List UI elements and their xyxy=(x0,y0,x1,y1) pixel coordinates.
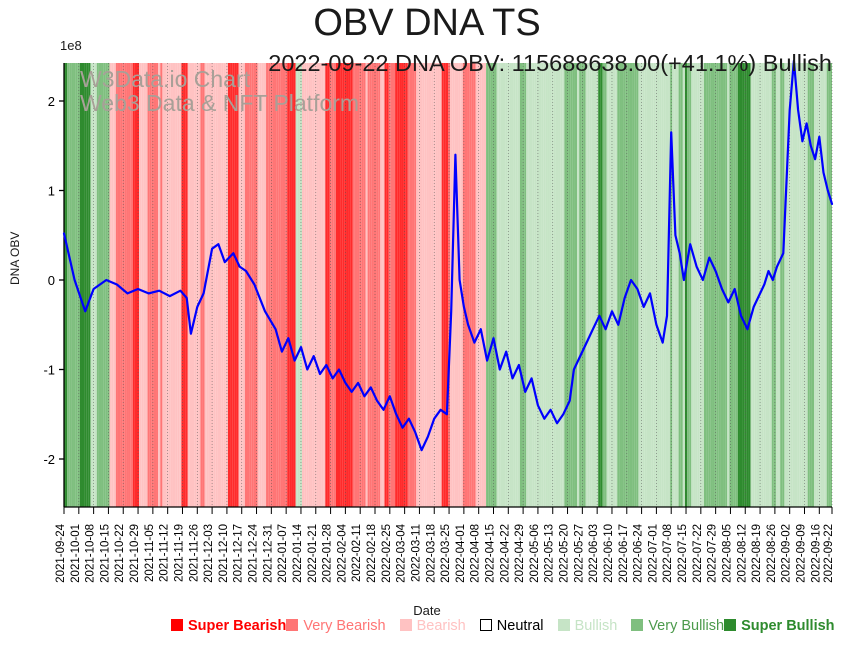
svg-text:2021-11-05: 2021-11-05 xyxy=(144,524,156,582)
svg-text:2022-07-15: 2022-07-15 xyxy=(677,524,689,583)
svg-text:2022-04-15: 2022-04-15 xyxy=(484,524,496,583)
svg-text:2022-07-29: 2022-07-29 xyxy=(707,524,719,583)
svg-text:2022-06-10: 2022-06-10 xyxy=(603,524,615,583)
svg-text:2: 2 xyxy=(48,94,55,109)
svg-text:2021-11-26: 2021-11-26 xyxy=(188,524,200,582)
svg-text:2022-09-09: 2022-09-09 xyxy=(796,524,808,583)
svg-text:0: 0 xyxy=(48,273,55,288)
svg-text:2022-03-25: 2022-03-25 xyxy=(440,524,452,583)
svg-text:2021-10-22: 2021-10-22 xyxy=(114,524,126,583)
svg-text:2022-04-08: 2022-04-08 xyxy=(470,524,482,583)
svg-text:2022-05-13: 2022-05-13 xyxy=(544,524,556,583)
svg-text:2022-05-20: 2022-05-20 xyxy=(559,524,571,583)
svg-text:1: 1 xyxy=(48,184,55,199)
svg-text:2022-09-22: 2022-09-22 xyxy=(823,524,835,583)
svg-text:2021-09-24: 2021-09-24 xyxy=(55,523,67,582)
svg-text:2022-08-26: 2022-08-26 xyxy=(766,524,778,583)
svg-text:2022-08-19: 2022-08-19 xyxy=(751,524,763,583)
svg-text:2021-12-31: 2021-12-31 xyxy=(262,524,274,583)
svg-text:2021-11-12: 2021-11-12 xyxy=(159,524,171,582)
svg-text:2022-07-08: 2022-07-08 xyxy=(662,524,674,583)
svg-text:2022-01-07: 2022-01-07 xyxy=(277,524,289,583)
svg-text:2022-09-16: 2022-09-16 xyxy=(810,524,822,583)
svg-text:2022-03-18: 2022-03-18 xyxy=(425,524,437,583)
svg-text:2021-12-17: 2021-12-17 xyxy=(233,524,245,583)
svg-text:2022-04-29: 2022-04-29 xyxy=(514,524,526,583)
svg-text:2022-07-01: 2022-07-01 xyxy=(647,524,659,583)
svg-text:2022-07-22: 2022-07-22 xyxy=(692,524,704,583)
svg-text:2022-08-12: 2022-08-12 xyxy=(736,524,748,583)
svg-text:2022-06-17: 2022-06-17 xyxy=(618,524,630,583)
svg-text:2022-02-11: 2022-02-11 xyxy=(351,524,363,582)
svg-text:2021-11-19: 2021-11-19 xyxy=(173,524,185,582)
svg-text:2022-02-18: 2022-02-18 xyxy=(366,524,378,583)
svg-text:2022-04-22: 2022-04-22 xyxy=(499,524,511,583)
svg-text:2021-10-01: 2021-10-01 xyxy=(70,524,82,583)
svg-text:2021-12-10: 2021-12-10 xyxy=(218,524,230,583)
svg-text:2022-02-25: 2022-02-25 xyxy=(381,524,393,583)
svg-text:2022-01-14: 2022-01-14 xyxy=(292,523,304,582)
svg-text:2022-02-04: 2022-02-04 xyxy=(336,523,348,582)
svg-text:2022-05-27: 2022-05-27 xyxy=(573,524,585,583)
svg-text:2022-05-06: 2022-05-06 xyxy=(529,524,541,583)
svg-text:2022-06-24: 2022-06-24 xyxy=(633,523,645,582)
svg-text:-1: -1 xyxy=(43,363,55,378)
svg-text:2022-09-02: 2022-09-02 xyxy=(781,524,793,583)
svg-text:2021-10-08: 2021-10-08 xyxy=(85,524,97,583)
svg-text:2022-03-04: 2022-03-04 xyxy=(396,523,408,582)
svg-text:2021-10-29: 2021-10-29 xyxy=(129,524,141,583)
svg-text:2021-12-24: 2021-12-24 xyxy=(248,523,260,582)
svg-text:-2: -2 xyxy=(43,452,55,467)
svg-text:2021-10-15: 2021-10-15 xyxy=(99,524,111,583)
svg-text:2022-03-11: 2022-03-11 xyxy=(410,524,422,582)
svg-text:2022-08-05: 2022-08-05 xyxy=(721,524,733,583)
svg-text:2022-01-21: 2022-01-21 xyxy=(307,524,319,583)
svg-text:2022-06-03: 2022-06-03 xyxy=(588,524,600,583)
svg-text:2021-12-03: 2021-12-03 xyxy=(203,524,215,583)
svg-text:2022-01-28: 2022-01-28 xyxy=(322,524,334,583)
svg-text:2022-04-01: 2022-04-01 xyxy=(455,524,467,583)
